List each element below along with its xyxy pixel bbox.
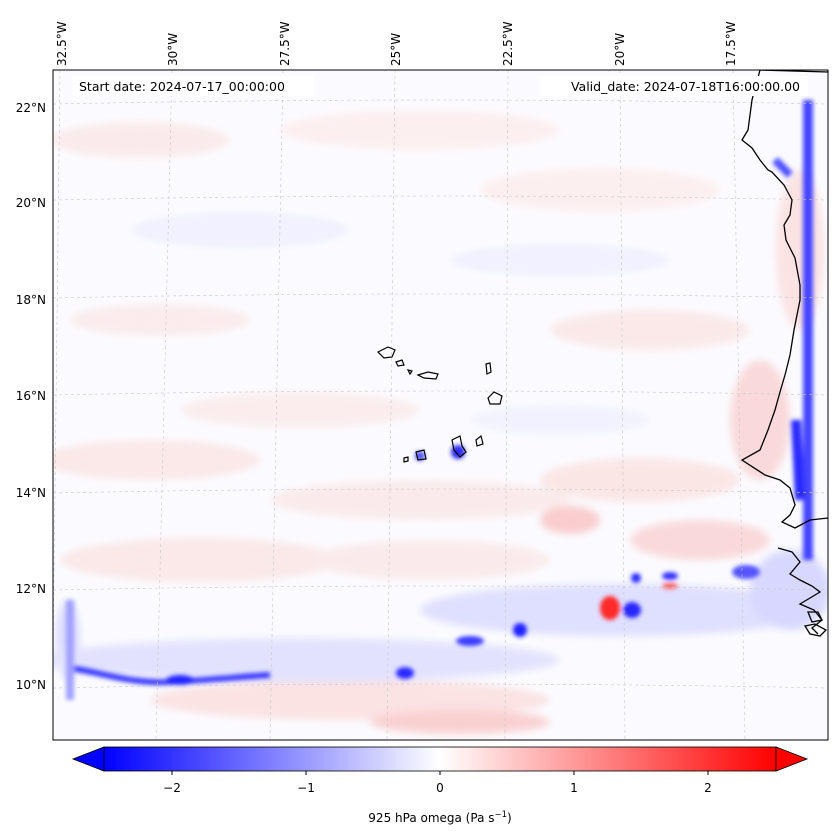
omega-map: Start date: 2024-07-17_00:00:00 Valid_da… — [53, 70, 828, 740]
lat-label: 12°N — [16, 582, 46, 596]
lat-label: 18°N — [16, 293, 46, 307]
colorbar-label-end: ) — [507, 811, 512, 825]
lat-label: 10°N — [16, 678, 46, 692]
lon-label: 32.5°W — [55, 21, 69, 66]
sao-vicente-island — [395, 359, 405, 367]
lat-label: 14°N — [16, 486, 46, 500]
colorbar-tick-label: 0 — [436, 781, 444, 795]
latitude-labels: 22°N 20°N 18°N 16°N 14°N 12°N 10°N — [16, 101, 46, 692]
sal-island — [485, 362, 492, 375]
lat-label: 22°N — [16, 101, 46, 115]
colorbar-tick-label: 2 — [704, 781, 712, 795]
colorbar-tick-label: 1 — [570, 781, 578, 795]
lat-label: 16°N — [16, 389, 46, 403]
lat-label: 20°N — [16, 196, 46, 210]
lon-label: 17.5°W — [724, 21, 738, 66]
valid-date-label: Valid_date: 2024-07-18T16:00:00.00 — [571, 79, 800, 94]
colorbar-label-main: 925 hPa omega (Pa s — [368, 811, 494, 825]
colorbar-label: 925 hPa omega (Pa s−1) — [368, 810, 511, 825]
lon-label: 22.5°W — [501, 21, 515, 66]
sao-nicolau-island — [416, 371, 439, 380]
lon-label: 27.5°W — [278, 21, 292, 66]
cape-verde-islands — [376, 346, 503, 463]
brava-island — [403, 456, 409, 463]
santa-luzia-island — [406, 369, 413, 376]
fogo-island — [415, 449, 427, 461]
africa-coastline — [740, 70, 828, 529]
colorbar-extend-min — [71, 746, 105, 772]
colorbar-ticks — [171, 771, 709, 775]
santiago-island — [451, 435, 467, 458]
colorbar-gradient — [103, 746, 777, 772]
colorbar-tick-label: −2 — [163, 781, 181, 795]
start-date-box — [72, 76, 314, 96]
maio-island — [475, 434, 484, 447]
colorbar-extend-max — [775, 746, 809, 772]
longitude-labels: 32.5°W 30°W 27.5°W 25°W 22.5°W 20°W 17.5… — [55, 21, 738, 66]
lon-label: 20°W — [613, 33, 627, 66]
map-border — [52, 69, 829, 741]
colorbar-tick-label: −1 — [297, 781, 315, 795]
boa-vista-island — [487, 391, 503, 405]
colorbar-label-superscript: −1 — [494, 810, 507, 820]
lon-label: 25°W — [389, 33, 403, 66]
coastline — [740, 70, 828, 637]
lon-label: 30°W — [166, 33, 180, 66]
start-date-label: Start date: 2024-07-17_00:00:00 — [79, 79, 285, 94]
santo-antao-island — [376, 346, 396, 359]
omega-strong-features — [66, 100, 813, 700]
valid-date-box — [540, 76, 808, 96]
colorbar: −2 −1 0 1 2 925 hPa omega (Pa s−1) — [71, 746, 809, 825]
